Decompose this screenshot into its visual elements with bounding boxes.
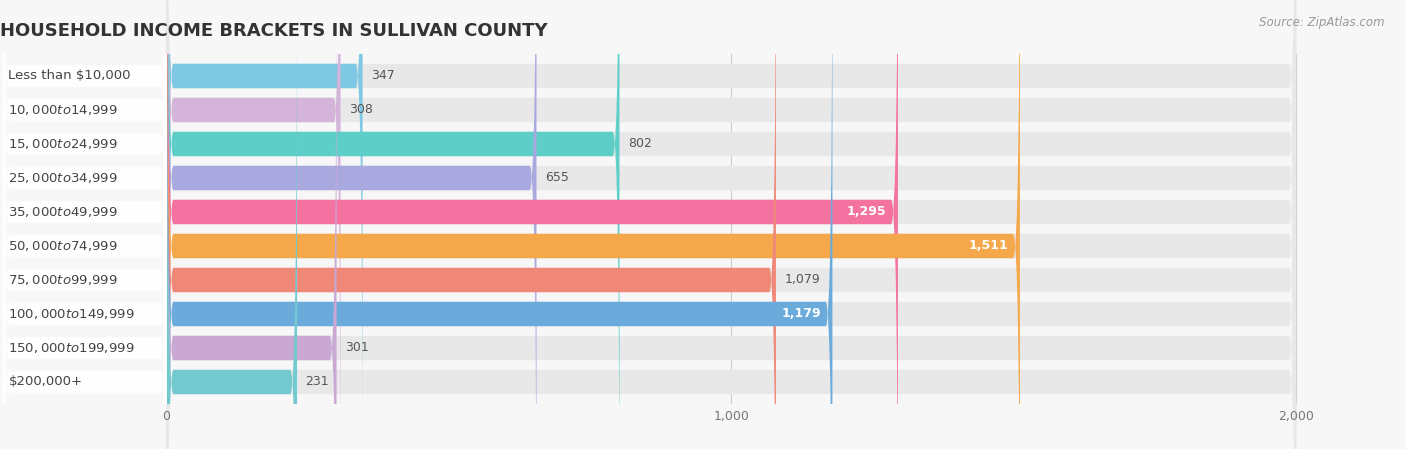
FancyBboxPatch shape — [166, 0, 340, 449]
Text: 231: 231 — [305, 375, 329, 388]
Text: $50,000 to $74,999: $50,000 to $74,999 — [8, 239, 118, 253]
FancyBboxPatch shape — [166, 0, 1296, 449]
Text: 1,079: 1,079 — [785, 273, 820, 286]
Text: $10,000 to $14,999: $10,000 to $14,999 — [8, 103, 118, 117]
Text: $15,000 to $24,999: $15,000 to $24,999 — [8, 137, 118, 151]
FancyBboxPatch shape — [3, 0, 166, 449]
FancyBboxPatch shape — [3, 53, 166, 449]
Text: $100,000 to $149,999: $100,000 to $149,999 — [8, 307, 135, 321]
Text: 308: 308 — [349, 103, 373, 116]
Text: 301: 301 — [344, 342, 368, 355]
Text: Source: ZipAtlas.com: Source: ZipAtlas.com — [1260, 16, 1385, 29]
Text: 1,511: 1,511 — [969, 239, 1008, 252]
FancyBboxPatch shape — [166, 0, 363, 449]
FancyBboxPatch shape — [166, 0, 832, 449]
FancyBboxPatch shape — [3, 0, 166, 449]
Text: 1,295: 1,295 — [846, 206, 887, 219]
FancyBboxPatch shape — [166, 0, 297, 449]
FancyBboxPatch shape — [3, 19, 166, 449]
FancyBboxPatch shape — [3, 0, 166, 449]
Text: $25,000 to $34,999: $25,000 to $34,999 — [8, 171, 118, 185]
FancyBboxPatch shape — [166, 0, 1296, 449]
FancyBboxPatch shape — [166, 0, 1296, 449]
Text: 655: 655 — [546, 172, 569, 185]
FancyBboxPatch shape — [166, 0, 1296, 449]
FancyBboxPatch shape — [166, 0, 1296, 449]
Text: $75,000 to $99,999: $75,000 to $99,999 — [8, 273, 118, 287]
FancyBboxPatch shape — [3, 0, 166, 449]
FancyBboxPatch shape — [166, 0, 537, 449]
FancyBboxPatch shape — [166, 0, 1296, 449]
FancyBboxPatch shape — [166, 0, 620, 449]
FancyBboxPatch shape — [166, 0, 336, 449]
FancyBboxPatch shape — [3, 0, 166, 449]
FancyBboxPatch shape — [166, 0, 1296, 449]
FancyBboxPatch shape — [3, 0, 166, 439]
Text: HOUSEHOLD INCOME BRACKETS IN SULLIVAN COUNTY: HOUSEHOLD INCOME BRACKETS IN SULLIVAN CO… — [0, 22, 547, 40]
Text: $35,000 to $49,999: $35,000 to $49,999 — [8, 205, 118, 219]
FancyBboxPatch shape — [166, 0, 776, 449]
Text: $150,000 to $199,999: $150,000 to $199,999 — [8, 341, 135, 355]
Text: 802: 802 — [628, 137, 652, 150]
FancyBboxPatch shape — [166, 0, 1296, 449]
FancyBboxPatch shape — [166, 0, 1019, 449]
FancyBboxPatch shape — [166, 0, 898, 449]
FancyBboxPatch shape — [166, 0, 1296, 449]
FancyBboxPatch shape — [3, 0, 166, 405]
FancyBboxPatch shape — [3, 0, 166, 449]
Text: Less than $10,000: Less than $10,000 — [8, 70, 131, 83]
Text: 1,179: 1,179 — [782, 308, 821, 321]
Text: $200,000+: $200,000+ — [8, 375, 83, 388]
Text: 347: 347 — [371, 70, 395, 83]
FancyBboxPatch shape — [166, 0, 1296, 449]
